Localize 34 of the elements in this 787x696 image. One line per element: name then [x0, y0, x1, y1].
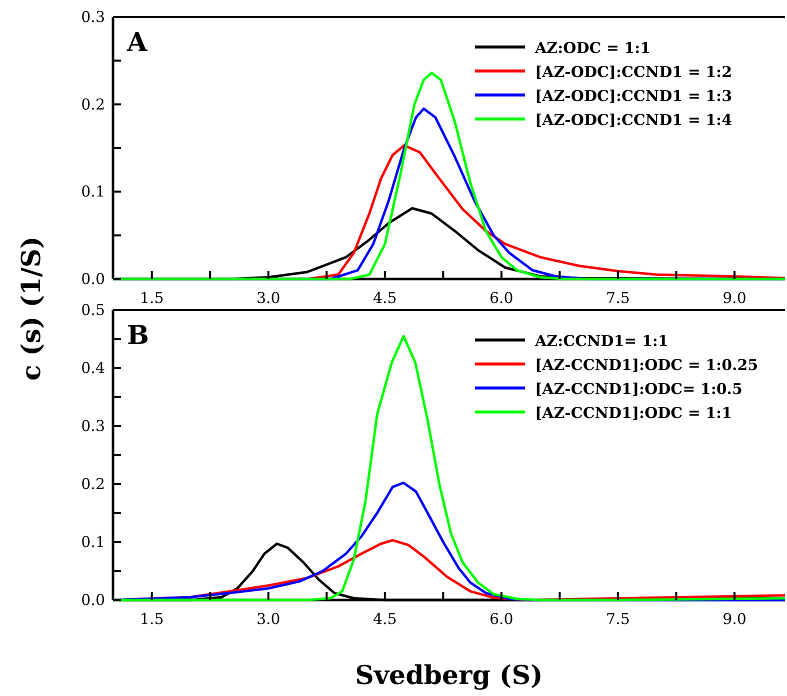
x-tick-label: 6.0	[490, 289, 514, 307]
x-tick-label: 1.5	[140, 610, 164, 628]
x-tick-label: 9.0	[722, 610, 746, 628]
y-tick-label: 0.1	[81, 533, 105, 551]
y-tick-label: 0.0	[81, 270, 105, 288]
legend-label: AZ:CCND1= 1:1	[534, 332, 668, 350]
x-tick-label: 4.5	[372, 610, 397, 628]
y-tick-label: 0.3	[81, 417, 105, 435]
x-tick-label: 1.5	[140, 289, 164, 307]
legend-label: [AZ-ODC]:CCND1 = 1:2	[535, 63, 732, 81]
legend-label: [AZ-ODC]:CCND1 = 1:3	[535, 87, 732, 105]
y-tick-label: 0.0	[81, 591, 105, 609]
y-tick-label: 0.4	[81, 359, 105, 377]
y-tick-label: 0.2	[81, 95, 105, 114]
legend-label: [AZ-CCND1]:ODC = 1:0.25	[535, 356, 758, 374]
y-tick-label: 0.2	[81, 475, 105, 493]
y-tick-label: 0.1	[81, 182, 105, 201]
legend-label: AZ:ODC = 1:1	[534, 39, 651, 57]
legend-label: [AZ-CCND1]:ODC= 1:0.5	[535, 380, 742, 398]
x-tick-label: 4.5	[372, 289, 397, 307]
x-tick-label: 3.0	[256, 289, 280, 307]
y-axis-title: c (s) (1/S)	[17, 236, 47, 381]
chart-title: B	[127, 321, 149, 351]
x-tick-label: 7.5	[606, 289, 630, 307]
x-tick-label: 9.0	[722, 289, 746, 307]
legend-label: [AZ-ODC]:CCND1 = 1:4	[535, 111, 732, 129]
x-tick-label: 3.0	[256, 610, 280, 628]
x-tick-label: 6.0	[490, 610, 514, 628]
y-tick-label: 0.5	[81, 301, 105, 319]
x-axis-title: Svedberg (S)	[355, 661, 543, 691]
chart-title: A	[126, 28, 148, 58]
legend-label: [AZ-CCND1]:ODC = 1:1	[535, 404, 732, 422]
y-tick-label: 0.3	[81, 8, 105, 26]
x-tick-label: 7.5	[606, 610, 630, 628]
